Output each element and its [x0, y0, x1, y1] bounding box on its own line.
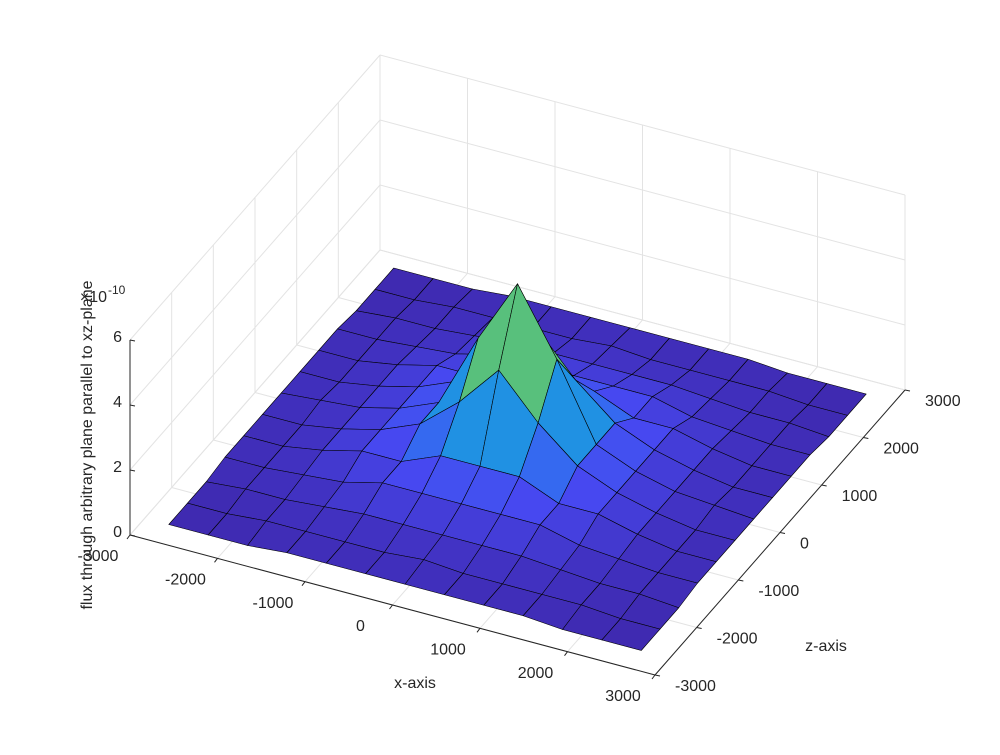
vertical-tick-label: 4: [113, 394, 122, 411]
back-wall-grid-line: [379, 54, 906, 196]
x-tick-label: 3000: [605, 688, 641, 705]
vertical-tick-mark: [129, 404, 136, 407]
x-tick-mark: [389, 604, 393, 610]
z-axis-label: z-axis: [805, 638, 847, 655]
side-wall-grid-line: [129, 184, 381, 471]
exponent-power: -10: [108, 283, 126, 297]
vertical-tick-mark: [129, 469, 136, 472]
back-wall-grid-line: [379, 249, 906, 391]
z-tick-label: -3000: [675, 678, 716, 695]
z-tick-mark: [654, 674, 661, 677]
x-tick-mark: [564, 651, 568, 656]
axes-layer: -3000 -2000 -1000 0 1000 2000 3000 -3000 -2000 -1…: [78, 329, 961, 705]
z-tick-mark: [904, 389, 911, 392]
side-wall-grid-line: [129, 119, 381, 406]
z-tick-label: -1000: [758, 583, 799, 600]
side-wall-grid-line: [129, 249, 381, 536]
surface: [168, 267, 867, 651]
x-tick-label: -3000: [78, 548, 119, 565]
z-tick-mark: [863, 437, 869, 439]
x-tick-mark: [476, 628, 481, 633]
vertical-tick-mark: [129, 339, 136, 342]
x-tick-label: 2000: [518, 665, 554, 682]
x-axis-label: x-axis: [394, 675, 436, 692]
vertical-tick-label: 2: [113, 459, 122, 476]
back-wall-grid-line: [379, 184, 906, 326]
back-wall-grid-line: [379, 119, 906, 261]
side-wall-grid-line: [129, 54, 381, 341]
surface-cell: [601, 618, 661, 651]
vertical-tick-mark: [129, 534, 136, 537]
z-tick-label: 1000: [842, 488, 878, 505]
vertical-tick-label: 0: [113, 524, 122, 541]
x-tick-mark: [214, 558, 218, 563]
x-tick-mark: [126, 534, 131, 540]
x-tick-mark: [301, 581, 306, 586]
x-tick-label: 1000: [430, 642, 466, 659]
vertical-tick-label: 6: [113, 329, 122, 346]
z-tick-label: 2000: [883, 441, 919, 458]
z-tick-mark: [821, 484, 827, 487]
z-tick-mark: [779, 532, 786, 534]
z-tick-mark: [696, 627, 702, 629]
exponent-base: ×10: [80, 289, 107, 306]
z-tick-label: 3000: [925, 393, 961, 410]
x-tick-label: -1000: [253, 595, 294, 612]
z-tick-label: 0: [800, 536, 809, 553]
z-tick-label: -2000: [717, 631, 758, 648]
vertical-axis-label: flux through arbitrary plane parallel to…: [79, 280, 96, 609]
x-tick-label: 0: [356, 618, 365, 635]
x-tick-label: -2000: [165, 572, 206, 589]
x-tick-mark: [651, 674, 656, 680]
z-tick-mark: [738, 579, 744, 582]
